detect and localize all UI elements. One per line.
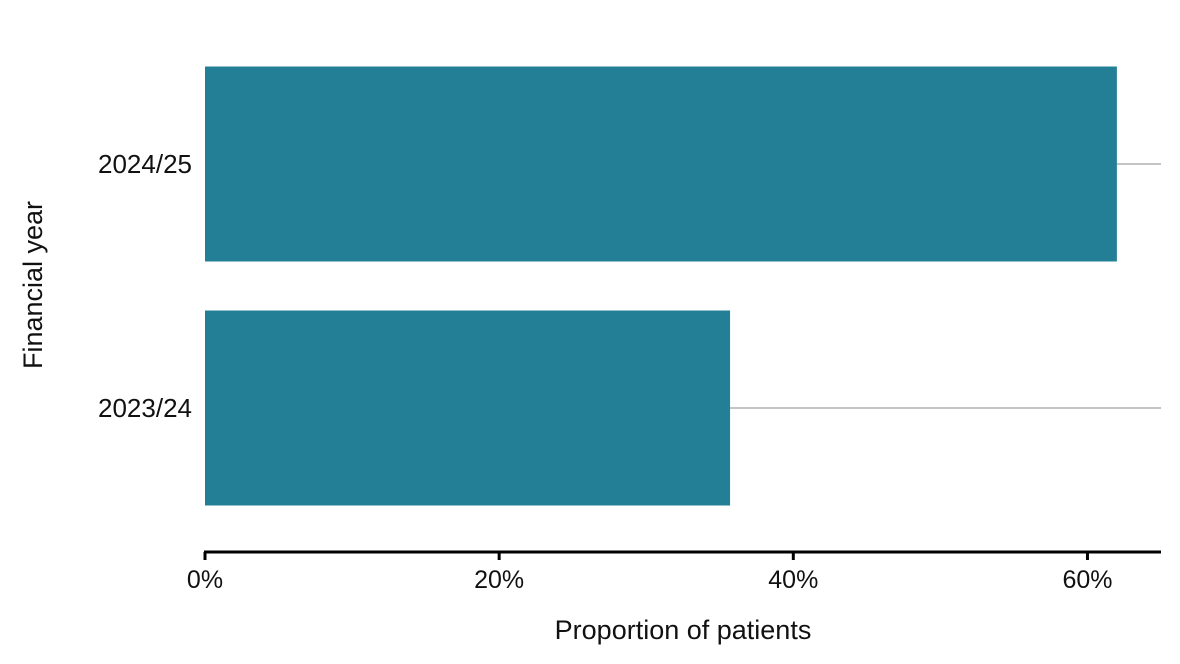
bars [205, 66, 1117, 506]
bar [205, 310, 731, 506]
x-axis-title: Proportion of patients [555, 615, 812, 645]
x-tick-label: 60% [1062, 566, 1112, 594]
x-tick-label: 40% [768, 566, 818, 594]
category-label: 2023/24 [98, 393, 192, 423]
category-label: 2024/25 [98, 149, 192, 179]
y-axis-title: Financial year [18, 201, 48, 369]
bar [205, 66, 1117, 262]
x-axis-ticks: 0% 20% 40% 60% [187, 552, 1112, 594]
category-labels: 2024/25 2023/24 [98, 149, 192, 423]
x-tick-label: 0% [187, 566, 223, 594]
x-tick-label: 20% [474, 566, 524, 594]
